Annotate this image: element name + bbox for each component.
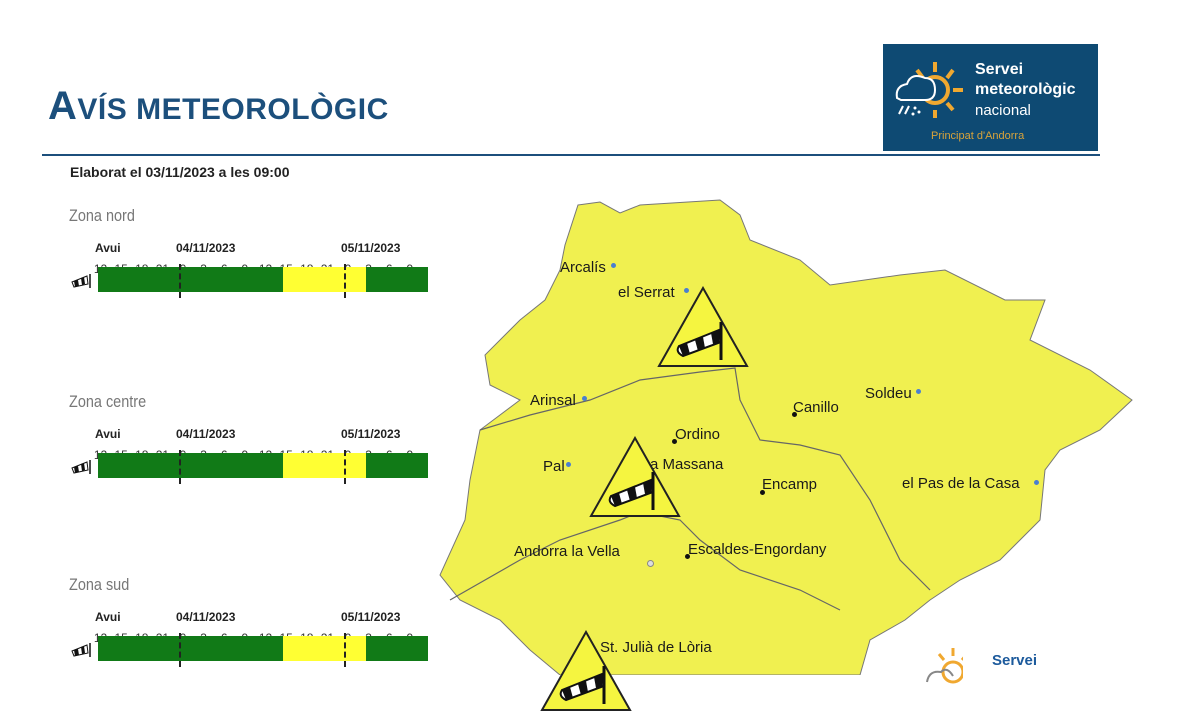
- day-label: 05/11/2023: [341, 427, 401, 441]
- day-label: Avui: [95, 610, 121, 624]
- map-country-shape: [439, 199, 1133, 675]
- zone-timeline: Zona centreAvui04/11/202305/11/202312151…: [0, 392, 440, 512]
- logo-text: Servei meteorològic: [975, 60, 1075, 100]
- title-rest: VÍS METEOROLÒGIC: [77, 93, 389, 126]
- midnight-marker: [179, 264, 181, 298]
- logo-line1: Servei: [975, 61, 1024, 78]
- zone-name: Zona nord: [69, 206, 135, 225]
- day-label: 04/11/2023: [176, 241, 236, 255]
- logo-line3: nacional: [975, 102, 1031, 119]
- day-label: Avui: [95, 427, 121, 441]
- day-label: 05/11/2023: [341, 241, 401, 255]
- zone-name: Zona sud: [69, 575, 130, 594]
- warning-segment-green: [97, 453, 284, 478]
- day-label: 04/11/2023: [176, 427, 236, 441]
- smn-logo: Servei meteorològic nacional Principat d'…: [883, 44, 1098, 151]
- warning-segment-yellow: [283, 267, 366, 292]
- day-label: 04/11/2023: [176, 610, 236, 624]
- warning-segment-green: [97, 636, 284, 661]
- page-title: AVÍS METEOROLÒGIC: [48, 84, 389, 129]
- issued-timestamp: Elaborat el 03/11/2023 a les 09:00: [70, 164, 290, 180]
- sun-cloud-rain-icon: [895, 62, 963, 118]
- windsock-icon: [71, 643, 91, 657]
- warning-segment-green: [365, 453, 428, 478]
- midnight-marker: [344, 450, 346, 484]
- title-initial: A: [48, 84, 78, 128]
- andorra-warning-map: [439, 199, 1133, 675]
- header-divider: [42, 154, 1100, 156]
- warning-segment-yellow: [283, 636, 366, 661]
- warning-segment-green: [365, 636, 428, 661]
- midnight-marker: [344, 264, 346, 298]
- midnight-marker: [179, 450, 181, 484]
- windsock-icon: [71, 274, 91, 288]
- zone-name: Zona centre: [69, 392, 147, 411]
- warning-segment-green: [97, 267, 284, 292]
- logo-line2: meteorològic: [975, 81, 1076, 98]
- logo-line4: Principat d'Andorra: [931, 130, 1025, 142]
- day-label: 05/11/2023: [341, 610, 401, 624]
- windsock-icon: [71, 460, 91, 474]
- zone-timeline: Zona nordAvui04/11/202305/11/20231215182…: [0, 206, 440, 326]
- day-label: Avui: [95, 241, 121, 255]
- midnight-marker: [344, 633, 346, 667]
- warning-segment-yellow: [283, 453, 366, 478]
- warning-segment-green: [365, 267, 428, 292]
- midnight-marker: [179, 633, 181, 667]
- zone-timeline: Zona sudAvui04/11/202305/11/202312151821…: [0, 575, 440, 695]
